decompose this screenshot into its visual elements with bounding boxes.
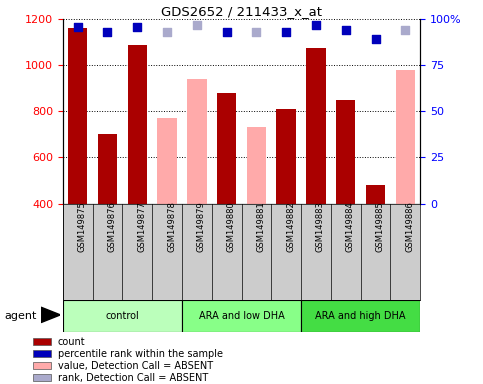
- Bar: [33, 374, 51, 381]
- Bar: [336, 100, 355, 204]
- Bar: [366, 185, 385, 204]
- Point: [282, 29, 290, 35]
- Bar: [128, 45, 147, 204]
- Point: [253, 29, 260, 35]
- Bar: [306, 48, 326, 204]
- Text: GSM149879: GSM149879: [197, 201, 206, 252]
- Text: GSM149875: GSM149875: [78, 201, 86, 252]
- Polygon shape: [41, 307, 60, 323]
- Text: GSM149878: GSM149878: [167, 201, 176, 252]
- Text: GSM149883: GSM149883: [316, 201, 325, 252]
- Text: GSM149877: GSM149877: [137, 201, 146, 252]
- Text: control: control: [105, 311, 139, 321]
- Bar: [33, 350, 51, 357]
- Bar: [63, 300, 182, 332]
- Bar: [98, 134, 117, 204]
- Text: GSM149880: GSM149880: [227, 201, 236, 252]
- Text: GSM149884: GSM149884: [346, 201, 355, 252]
- Text: GSM149882: GSM149882: [286, 201, 295, 252]
- Text: value, Detection Call = ABSENT: value, Detection Call = ABSENT: [58, 361, 213, 371]
- Bar: [276, 109, 296, 204]
- Text: ARA and high DHA: ARA and high DHA: [315, 311, 406, 321]
- Bar: [157, 118, 177, 204]
- Title: GDS2652 / 211433_x_at: GDS2652 / 211433_x_at: [161, 5, 322, 18]
- Point: [193, 22, 201, 28]
- Point: [223, 29, 230, 35]
- Bar: [187, 79, 207, 204]
- Bar: [247, 127, 266, 204]
- Point: [104, 29, 112, 35]
- Text: ARA and low DHA: ARA and low DHA: [199, 311, 284, 321]
- Bar: [33, 338, 51, 345]
- Point: [133, 23, 141, 30]
- Point: [401, 27, 409, 33]
- Bar: [33, 362, 51, 369]
- Bar: [396, 70, 415, 204]
- Bar: [217, 93, 236, 204]
- Text: GSM149881: GSM149881: [256, 201, 265, 252]
- Bar: [301, 300, 420, 332]
- Bar: [182, 300, 301, 332]
- Text: agent: agent: [5, 311, 37, 321]
- Text: percentile rank within the sample: percentile rank within the sample: [58, 349, 223, 359]
- Point: [74, 23, 82, 30]
- Text: GSM149876: GSM149876: [108, 201, 116, 252]
- Text: GSM149885: GSM149885: [376, 201, 384, 252]
- Point: [342, 27, 350, 33]
- Text: GSM149886: GSM149886: [405, 201, 414, 252]
- Point: [312, 22, 320, 28]
- Bar: [68, 28, 87, 204]
- Text: count: count: [58, 336, 85, 347]
- Text: rank, Detection Call = ABSENT: rank, Detection Call = ABSENT: [58, 372, 208, 382]
- Point: [163, 29, 171, 35]
- Point: [372, 36, 380, 43]
